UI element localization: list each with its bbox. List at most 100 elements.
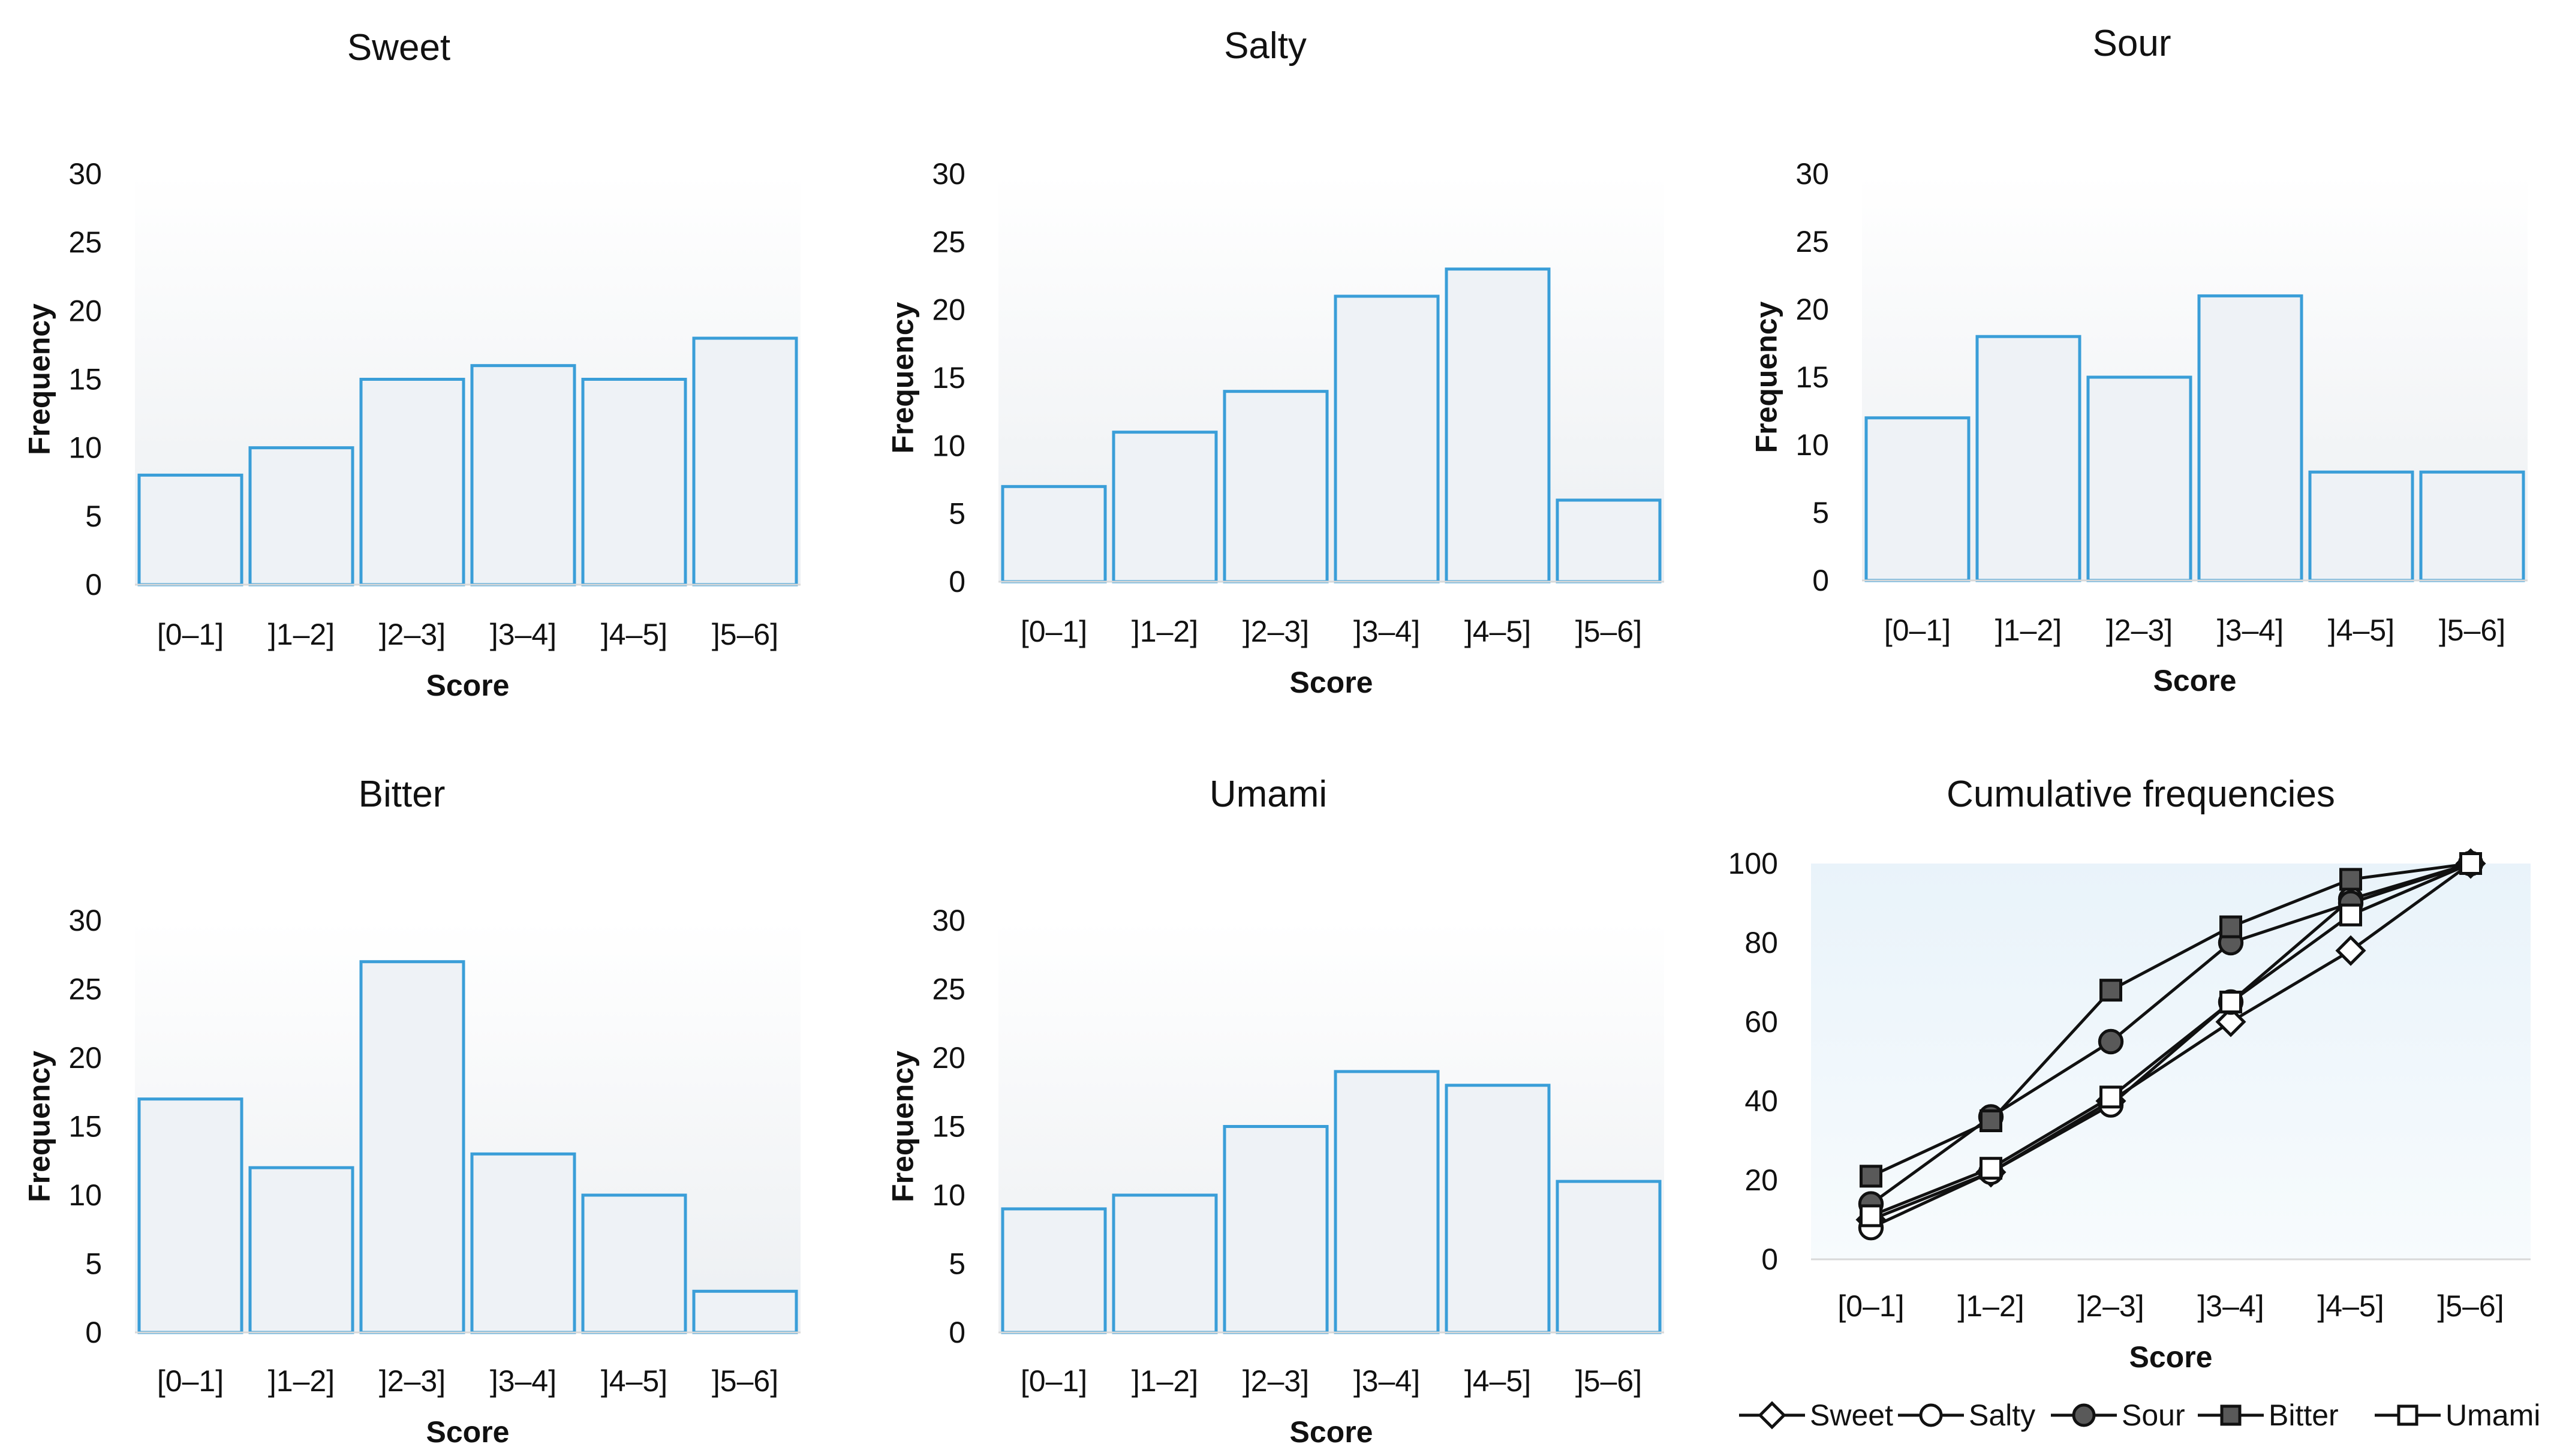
x-tick-label: ]1–2] xyxy=(268,1364,335,1398)
bar xyxy=(1334,1070,1440,1334)
x-tick-label: ]5–6] xyxy=(712,1364,778,1398)
bar xyxy=(1001,1207,1107,1334)
bar xyxy=(2086,375,2192,582)
x-tick-label: ]4–5] xyxy=(601,618,667,651)
bar xyxy=(359,960,465,1334)
bar xyxy=(470,1152,576,1334)
x-tick-label: ]3–4] xyxy=(2197,1289,2264,1323)
bar xyxy=(2308,470,2414,582)
marker-square-open xyxy=(2397,1404,2418,1426)
bar xyxy=(248,446,354,586)
plot-area xyxy=(998,174,1664,582)
y-tick-label: 20 xyxy=(68,1041,102,1075)
x-tick-label: ]1–2] xyxy=(1132,615,1198,648)
bar xyxy=(2197,294,2303,582)
y-tick-label: 10 xyxy=(932,1178,965,1212)
series-line xyxy=(1870,862,2471,1229)
y-tick-label: 20 xyxy=(932,293,965,327)
y-axis-title: Frequency xyxy=(23,1051,56,1202)
y-tick-label: 20 xyxy=(68,294,102,327)
y-axis-title: Frequency xyxy=(1750,301,1783,453)
x-tick-label: ]4–5] xyxy=(1464,1364,1531,1398)
legend-label: Sour xyxy=(2122,1398,2185,1432)
x-axis-title: Score xyxy=(1290,666,1373,699)
bar xyxy=(2419,470,2525,582)
x-axis-title: Score xyxy=(2153,664,2237,697)
x-tick-label: ]2–3] xyxy=(2077,1289,2144,1323)
x-tick-label: ]2–3] xyxy=(2106,613,2173,647)
bar xyxy=(1445,1084,1551,1334)
y-tick-label: 15 xyxy=(68,363,102,396)
x-tick-label: ]3–4] xyxy=(490,618,556,651)
legend-label: Sweet xyxy=(1810,1398,1893,1432)
y-tick-label: 15 xyxy=(932,1110,965,1144)
bar xyxy=(692,1289,798,1334)
marker-square-open xyxy=(1980,1157,2002,1180)
chart-title: Cumulative frequencies xyxy=(1947,774,2335,815)
y-tick-label: 10 xyxy=(68,431,102,465)
marker-square-open xyxy=(2459,852,2482,875)
x-tick-label: [0–1] xyxy=(1884,613,1951,647)
y-tick-label: 15 xyxy=(932,361,965,395)
chart-title: Umami xyxy=(1210,774,1327,815)
y-tick-label: 25 xyxy=(68,225,102,259)
marker-circle-filled xyxy=(2098,1028,2124,1055)
y-tick-label: 0 xyxy=(949,565,965,598)
series-4 xyxy=(1860,852,2482,1228)
x-tick-label: ]3–4] xyxy=(1353,615,1420,648)
chart-0: Sweet 0 5 10 15 20 25 30 Frequency [0–1]]1–2]]2–3… xyxy=(23,27,801,702)
y-tick-label: 5 xyxy=(949,497,965,531)
y-tick-label: 80 xyxy=(1744,926,1778,959)
legend-item: Sour xyxy=(2051,1398,2185,1432)
y-tick-label: 25 xyxy=(68,973,102,1006)
x-tick-label: [0–1] xyxy=(1837,1289,1904,1323)
series-line xyxy=(1870,862,2471,1217)
y-axis-title: Frequency xyxy=(23,303,56,455)
x-tick-label: [0–1] xyxy=(1021,1364,1087,1398)
y-tick-label: 30 xyxy=(1795,157,1829,191)
marker-square-filled xyxy=(2220,1404,2242,1426)
y-tick-label: 0 xyxy=(85,1316,102,1349)
x-tick-label: ]2–3] xyxy=(1243,615,1309,648)
chart-title: Salty xyxy=(1224,25,1307,67)
chart-title: Sweet xyxy=(347,27,450,68)
x-tick-label: ]3–4] xyxy=(1353,1364,1420,1398)
bar xyxy=(1001,485,1107,583)
chart-1: Salty 0 5 10 15 20 25 30 Frequency [0–1]]1–2]]2–3… xyxy=(886,25,1664,699)
y-tick-label: 5 xyxy=(85,500,102,533)
y-tick-label: 60 xyxy=(1744,1005,1778,1039)
x-tick-label: ]2–3] xyxy=(379,618,446,651)
marker-circle-open xyxy=(1919,1403,1943,1427)
y-tick-label: 10 xyxy=(1795,428,1829,462)
y-tick-label: 100 xyxy=(1728,847,1778,880)
x-tick-label: [0–1] xyxy=(157,618,224,651)
y-tick-label: 5 xyxy=(949,1247,965,1281)
marker-diamond xyxy=(1758,1401,1786,1430)
bar xyxy=(1975,335,2081,582)
marker-square-filled xyxy=(2099,979,2122,1002)
plot-area xyxy=(135,174,801,585)
legend-item: Umami xyxy=(2375,1398,2540,1432)
bar xyxy=(1223,1125,1329,1334)
x-tick-label: ]5–6] xyxy=(2437,1289,2504,1323)
bar xyxy=(1112,1193,1218,1334)
legend-item: Bitter xyxy=(2198,1398,2339,1432)
marker-square-filled xyxy=(2339,868,2362,891)
x-tick-label: ]3–4] xyxy=(2217,613,2284,647)
x-tick-label: ]4–5] xyxy=(2317,1289,2384,1323)
x-tick-label: ]5–6] xyxy=(1575,1364,1642,1398)
y-axis-title: Frequency xyxy=(886,1051,920,1202)
y-tick-label: 25 xyxy=(932,973,965,1006)
y-tick-label: 0 xyxy=(85,568,102,601)
y-tick-label: 25 xyxy=(932,225,965,258)
marker-square-filled xyxy=(1980,1109,2002,1132)
marker-diamond xyxy=(2215,1006,2246,1037)
x-tick-label: ]4–5] xyxy=(601,1364,667,1398)
x-tick-label: ]5–6] xyxy=(2439,613,2505,647)
y-tick-label: 0 xyxy=(1812,564,1829,597)
marker-square-open xyxy=(2339,903,2362,926)
y-tick-label: 40 xyxy=(1744,1084,1778,1118)
x-tick-label: ]4–5] xyxy=(2328,613,2394,647)
x-tick-label: ]3–4] xyxy=(490,1364,556,1398)
x-axis-title: Score xyxy=(426,669,510,702)
